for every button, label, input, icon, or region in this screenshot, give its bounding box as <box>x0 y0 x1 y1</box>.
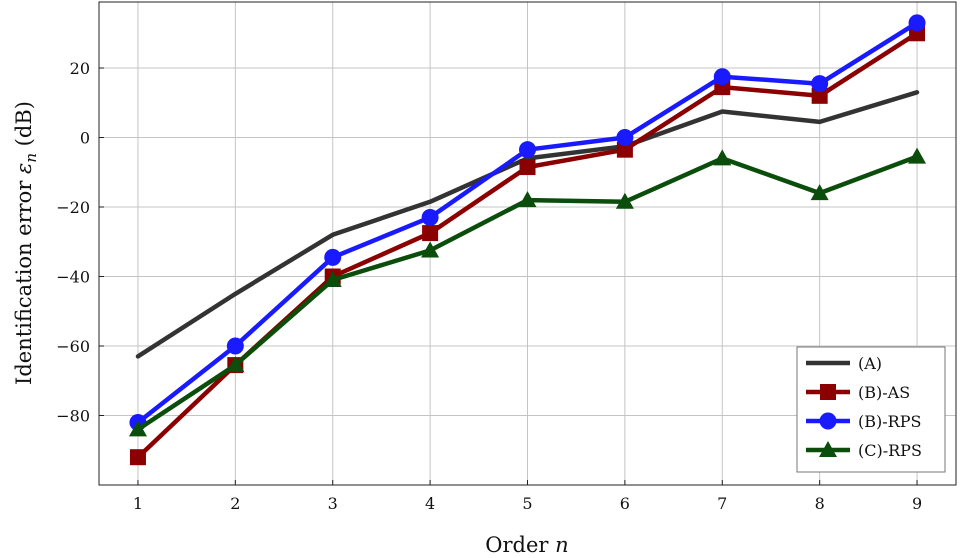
x-tick-label: 8 <box>815 494 825 513</box>
y-tick-label: 0 <box>80 129 90 148</box>
legend-label: (A) <box>858 354 882 373</box>
data-point <box>129 449 146 466</box>
x-tick-label: 5 <box>522 494 532 513</box>
x-tick-label: 4 <box>425 494 435 513</box>
data-point <box>324 248 342 266</box>
legend-marker <box>819 412 837 430</box>
series <box>128 14 927 466</box>
data-point <box>128 420 147 437</box>
data-point <box>908 147 927 164</box>
data-point <box>226 337 244 355</box>
data-point <box>226 356 245 373</box>
data-point <box>519 141 536 159</box>
data-point <box>713 68 731 86</box>
data-point <box>810 184 829 201</box>
data-point <box>908 14 926 32</box>
legend-label: (B)-AS <box>858 383 910 402</box>
y-axis-label: Identification error εn (dB) <box>12 101 40 385</box>
grid <box>99 2 956 485</box>
legend-label: (C)-RPS <box>858 441 922 460</box>
ticks: 1 2 3 4 5 6 7 8 9 20 0 −20 −40 −60 −80 <box>56 59 922 513</box>
legend-label: (B)-RPS <box>858 412 921 431</box>
data-point <box>421 241 440 258</box>
x-tick-label: 9 <box>912 494 922 513</box>
legend: (A) (B)-AS (B)-RPS (C)-RPS <box>796 346 946 473</box>
data-point <box>811 87 828 104</box>
data-point <box>518 191 537 208</box>
data-point <box>519 159 536 176</box>
x-axis-label: Order n <box>485 533 568 557</box>
data-point <box>422 225 439 242</box>
x-tick-label: 3 <box>328 494 338 513</box>
legend-marker <box>819 441 837 457</box>
series-line <box>135 90 920 359</box>
y-tick-label: 20 <box>70 59 90 78</box>
x-tick-label: 1 <box>133 494 143 513</box>
x-tick-label: 6 <box>620 494 630 513</box>
x-tick-label: 2 <box>230 494 240 513</box>
data-point <box>713 149 732 166</box>
y-tick-label: −80 <box>56 407 90 426</box>
data-point <box>615 192 634 209</box>
data-point <box>616 129 634 147</box>
y-tick-label: −40 <box>56 268 90 287</box>
data-point <box>616 141 633 158</box>
data-point <box>421 208 439 226</box>
y-tick-label: −20 <box>56 198 90 217</box>
data-point <box>811 75 829 93</box>
legend-marker <box>820 384 836 400</box>
y-tick-label: −60 <box>56 337 90 356</box>
x-tick-label: 7 <box>717 494 727 513</box>
data-point <box>323 270 342 287</box>
